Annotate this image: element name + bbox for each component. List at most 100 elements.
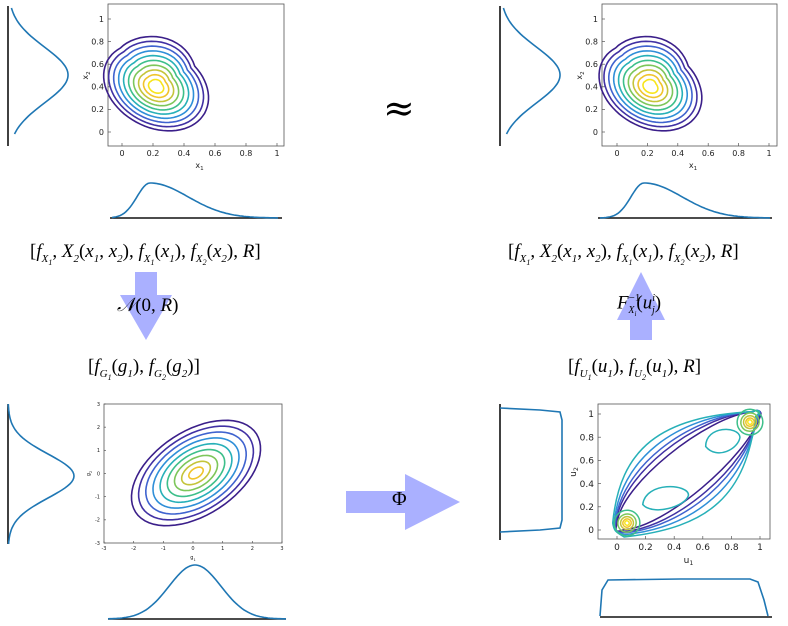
marginal-g1-curve: [107, 564, 287, 620]
y-tick-label: 0.2: [580, 503, 594, 513]
marginal-u2-curve: [499, 407, 563, 533]
x-tick-label: 0.4: [178, 149, 191, 158]
x-tick-label: 1: [274, 149, 279, 158]
x-tick-label: 0.2: [147, 149, 160, 158]
y-tick-label: 0.8: [580, 433, 595, 443]
x-axis-label: u1: [684, 556, 694, 567]
y-axis-label: u2: [569, 467, 580, 477]
y-tick-label: 0.8: [91, 37, 104, 46]
contour-line: [127, 59, 185, 111]
y-tick-label: -2: [95, 518, 100, 524]
contour-line: [130, 419, 262, 527]
x-axis-label: x1: [689, 161, 698, 172]
contour-line: [622, 518, 632, 528]
y-tick-label: 0.4: [580, 480, 595, 490]
contour-line: [102, 35, 210, 132]
contour-line: [159, 442, 233, 504]
marginal-x1-curve: [111, 182, 278, 219]
contour-line: [122, 54, 190, 115]
x-axis-label: x1: [195, 161, 204, 172]
y-tick-label: 0: [593, 128, 598, 137]
top-right-axes: [601, 3, 778, 147]
y-axis-label: x2: [575, 71, 586, 79]
equation-top-left: [fX1, X2(x1, x2), fX1(x1), fX2(x2), R]: [30, 241, 261, 267]
contour-line: [173, 454, 219, 492]
x-tick-label: 0.6: [696, 543, 711, 553]
y-tick-label: 1: [97, 448, 100, 454]
marginal-x1-curve: [599, 182, 771, 219]
y-tick-label: 0.6: [91, 60, 104, 69]
contour-line: [742, 414, 758, 430]
x-axis-label: g1: [190, 555, 195, 562]
x-tick-label: 0.6: [209, 149, 222, 158]
y-tick-label: 3: [97, 402, 100, 408]
contour-line: [603, 40, 698, 128]
y-tick-label: 0.6: [580, 457, 595, 467]
x-tick-label: -3: [102, 546, 107, 552]
contour-line: [617, 54, 684, 115]
contour-line: [747, 419, 753, 426]
marginal-x2-curve: [502, 7, 561, 135]
contour-line: [613, 409, 761, 536]
contour-line: [637, 73, 664, 99]
contour-line: [147, 78, 165, 94]
y-tick-label: 0: [588, 526, 594, 536]
bottom-left-axes: [103, 403, 283, 544]
plot-frame: [597, 403, 771, 540]
equation-left-arrow: 𝒩(0, R): [117, 295, 179, 316]
contour-line: [137, 69, 175, 103]
contour-line: [152, 437, 240, 509]
contour-line: [632, 69, 669, 103]
y-tick-label: 0.2: [585, 105, 598, 114]
contour-line: [142, 73, 170, 99]
y-tick-label: -3: [95, 541, 100, 547]
x-tick-label: 1: [766, 149, 771, 158]
contour-line: [641, 485, 690, 511]
contour-line: [740, 412, 760, 432]
y-axis-label: g2: [86, 471, 93, 476]
contour-set: [611, 408, 764, 538]
approx-symbol: ≈: [383, 86, 415, 130]
contour-line: [736, 408, 764, 436]
y-tick-label: 0: [97, 471, 100, 477]
contour-set: [130, 419, 262, 527]
arrow-right-phi: [346, 474, 460, 530]
contour-line: [622, 59, 679, 111]
x-tick-label: 0.8: [724, 543, 739, 553]
x-tick-label: 0.8: [732, 149, 745, 158]
marginal-g2-curve: [7, 403, 75, 545]
y-tick-label: 0.2: [91, 105, 104, 114]
y-tick-label: -1: [95, 494, 100, 500]
plot-frame: [601, 3, 778, 147]
x-tick-label: 0.8: [240, 149, 253, 158]
y-tick-label: 1: [588, 410, 594, 420]
contour-line: [144, 431, 248, 515]
contour-line: [608, 45, 693, 124]
y-tick-label: 0.6: [585, 60, 598, 69]
equation-bottom-right: [fU1(u1), fU2(u1), R]: [568, 356, 702, 382]
x-tick-label: -1: [161, 546, 166, 552]
y-axis-label: x2: [81, 71, 92, 79]
x-tick-label: 1: [221, 546, 224, 552]
x-tick-label: 1: [757, 543, 763, 553]
marginal-u1-curve: [599, 578, 769, 617]
equation-right-arrow: F−1Xi(uij): [617, 292, 662, 319]
x-tick-label: 2: [251, 546, 254, 552]
x-tick-label: -2: [131, 546, 136, 552]
contour-line: [166, 448, 226, 498]
contour-line: [137, 425, 255, 521]
plot-frame: [103, 403, 283, 544]
contour-line: [188, 466, 204, 480]
y-tick-label: 0.4: [585, 83, 598, 92]
contour-line: [617, 513, 637, 533]
y-tick-label: 0: [99, 128, 104, 137]
arrow-down-gaussian: [120, 272, 172, 340]
x-tick-label: 0.4: [667, 543, 682, 553]
equation-top-right: [fX1, X2(x1, x2), fX1(x1), fX2(x2), R]: [508, 241, 739, 267]
contour-set: [102, 35, 210, 132]
x-tick-label: 0.2: [638, 543, 652, 553]
contour-line: [117, 50, 195, 120]
contour-line: [627, 64, 674, 107]
contour-line: [745, 417, 755, 428]
contour-line: [112, 45, 200, 124]
